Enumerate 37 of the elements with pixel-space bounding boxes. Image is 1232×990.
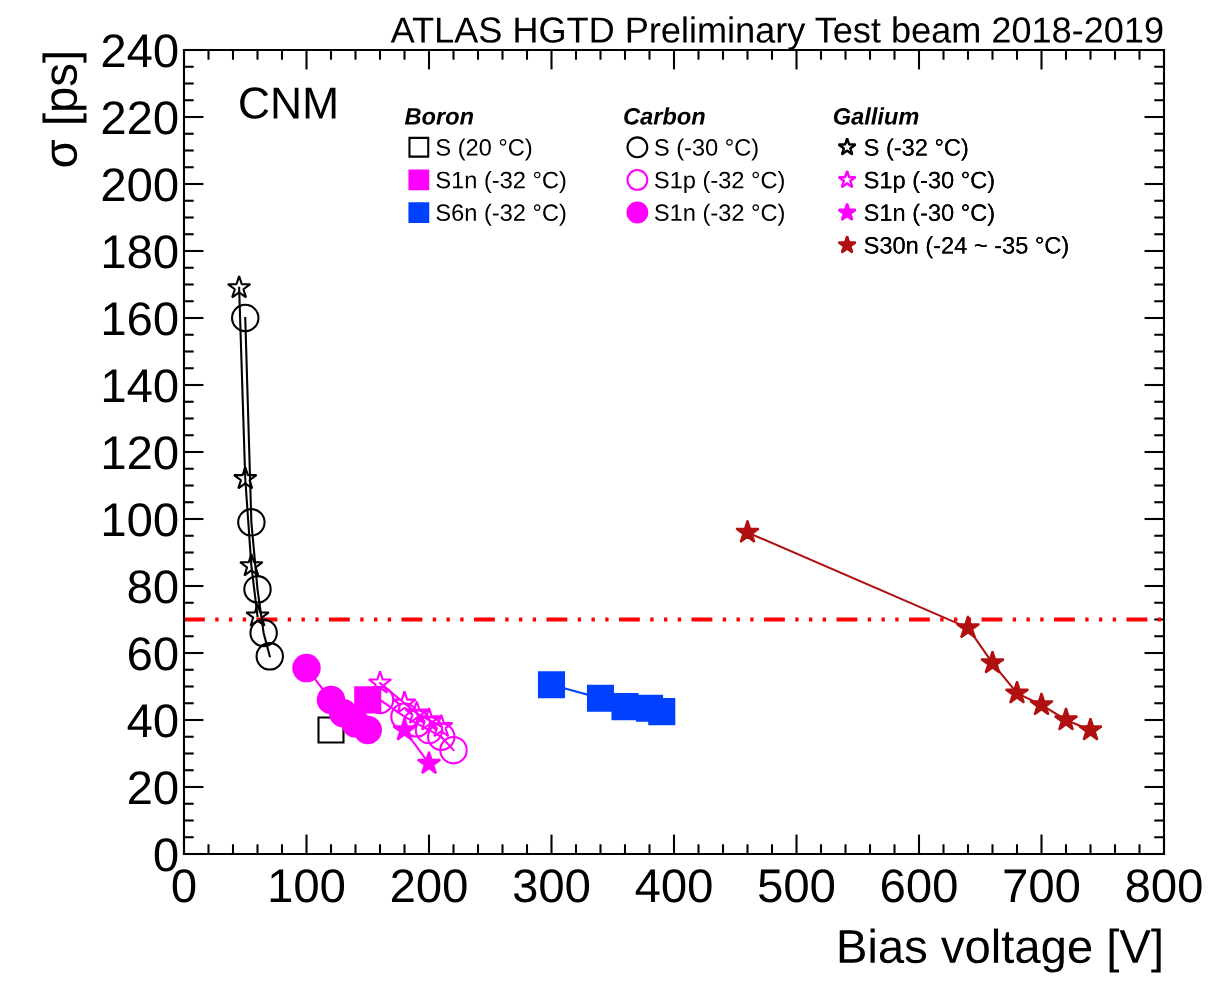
- x-tick-label: 200: [391, 869, 467, 903]
- legend-label: S1n (-30 °C): [864, 203, 994, 226]
- legend-label: S1n (-32 °C): [654, 203, 784, 226]
- y-axis-title: σ [ps]: [42, 53, 87, 167]
- legend-label: S (-30 °C): [654, 138, 758, 161]
- legend-label: S1n (-32 °C): [436, 171, 566, 194]
- x-tick-label: 100: [270, 869, 345, 903]
- annotation: Gallium: [833, 107, 919, 125]
- x-tick-label: 400: [635, 869, 712, 903]
- annotation: CNM: [240, 87, 336, 119]
- y-tick-label: 60: [129, 637, 178, 671]
- y-tick-label: 100: [103, 503, 178, 537]
- y-tick-label: 80: [128, 570, 178, 604]
- x-tick-label: 700: [1004, 869, 1080, 903]
- legend-label: S1p (-30 °C): [864, 171, 994, 194]
- y-tick-label: 160: [103, 302, 178, 336]
- chart-title: ATLAS HGTD Preliminary Test beam 2018-2019: [390, 16, 1163, 50]
- legend-label: S1p (-32 °C): [654, 171, 784, 194]
- legend-label: S (-32 °C): [864, 138, 968, 161]
- x-axis-title: Bias voltage [V]: [839, 928, 1161, 973]
- x-tick-label: 500: [759, 869, 835, 903]
- x-tick-label: 300: [513, 869, 590, 903]
- y-tick-label: 120: [103, 436, 178, 470]
- y-tick-label: 180: [103, 235, 178, 269]
- legend-label: S30n (-24 ~ -35 °C): [864, 236, 1068, 259]
- legend-label: S6n (-32 °C): [436, 203, 566, 226]
- annotation: Carbon: [624, 107, 705, 125]
- y-tick-label: 40: [127, 704, 178, 738]
- y-tick-label: 220: [102, 101, 178, 135]
- y-tick-label: 200: [102, 168, 178, 202]
- legend-label: S (20 °C): [436, 138, 532, 161]
- annotation: Boron: [404, 108, 474, 125]
- y-tick-label: 240: [102, 34, 178, 68]
- y-tick-label: 140: [103, 369, 178, 403]
- x-tick-label: 600: [882, 869, 957, 903]
- x-tick-label: 800: [1126, 869, 1202, 903]
- y-tick-label: 20: [128, 771, 178, 805]
